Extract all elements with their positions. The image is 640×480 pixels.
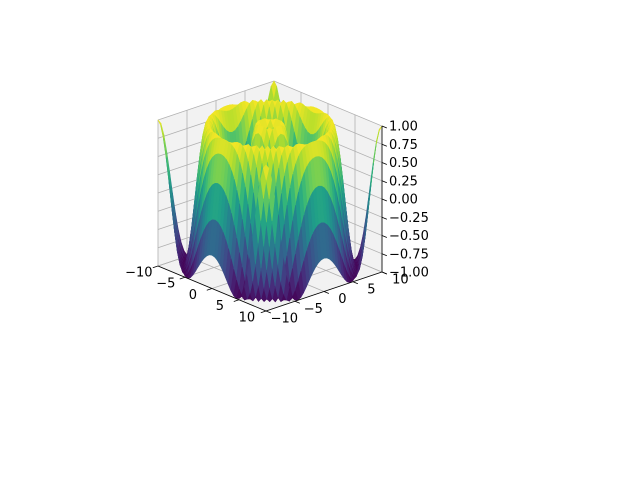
- z-tick-label: −1.00: [389, 266, 429, 281]
- z-tick-label: 0.75: [389, 138, 418, 153]
- x-tick-label: −10: [125, 265, 152, 280]
- z-tick: [381, 180, 388, 184]
- z-tick-label: −0.75: [389, 247, 429, 262]
- y-tick: [352, 281, 359, 285]
- y-tick-label: 0: [338, 292, 346, 307]
- z-tick: [381, 162, 388, 165]
- x-tick: [179, 276, 186, 280]
- y-tick: [323, 291, 330, 294]
- x-tick-label: −5: [156, 277, 175, 292]
- tick-marks: [152, 125, 388, 314]
- z-tick-label: −0.50: [389, 229, 429, 244]
- y-tick: [265, 310, 272, 314]
- z-tick-label: −0.25: [389, 211, 429, 226]
- z-tick: [381, 271, 388, 275]
- y-tick-label: 10: [392, 273, 409, 288]
- x-tick: [206, 288, 213, 291]
- z-tick: [381, 143, 388, 147]
- y-tick-label: −10: [271, 312, 298, 327]
- y-tick-label: −5: [304, 302, 323, 317]
- x-tick: [152, 265, 159, 269]
- z-tick-label: 0.25: [389, 174, 418, 189]
- z-tick-label: 0.50: [389, 156, 418, 171]
- surface-patch: [262, 164, 270, 181]
- x-tick: [260, 310, 267, 314]
- z-tick-label: 0.00: [389, 193, 418, 208]
- z-tick: [381, 198, 388, 202]
- z-tick: [381, 216, 388, 220]
- x-tick: [233, 299, 240, 302]
- z-tick: [381, 253, 388, 257]
- x-tick-label: 5: [216, 299, 224, 314]
- surface: [157, 80, 383, 303]
- y-tick-label: 5: [367, 282, 375, 297]
- z-tick: [381, 235, 388, 238]
- x-tick-label: 0: [189, 288, 197, 303]
- x-tick-label: 10: [239, 310, 256, 325]
- y-tick: [294, 300, 301, 304]
- z-tick: [381, 125, 388, 129]
- z-tick-label: 1.00: [389, 120, 418, 135]
